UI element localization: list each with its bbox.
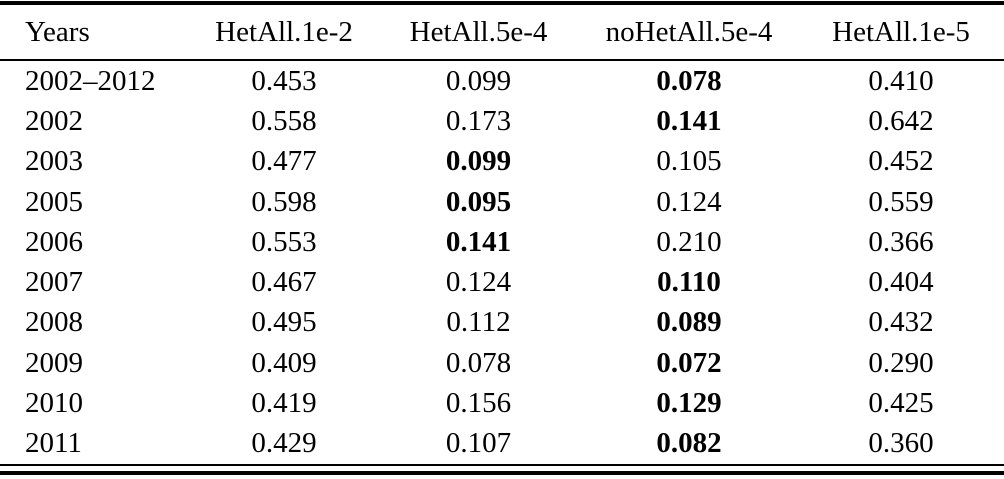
value-cell: 0.129 [656, 387, 722, 420]
value-cell: 0.099 [445, 145, 512, 178]
value-cell: 0.078 [656, 64, 722, 97]
value-cell: 0.210 [656, 225, 722, 258]
value-cell: 0.141 [445, 225, 512, 258]
value-cell: 0.598 [251, 185, 317, 218]
value-cell: 0.419 [251, 387, 317, 420]
table-bottom-thick-rule [0, 470, 1004, 475]
table-row: 2011 0.429 0.107 0.082 0.360 [0, 424, 1004, 464]
table-header-row: Years HetAll.1e-2 HetAll.5e-4 noHetAll.5… [0, 5, 1004, 61]
value-cell: 0.425 [868, 387, 934, 420]
table-row: 2002–2012 0.453 0.099 0.078 0.410 [0, 60, 1004, 101]
value-cell: 0.141 [656, 104, 722, 137]
value-cell: 0.089 [656, 306, 722, 339]
column-header-nohetall-5e-4: noHetAll.5e-4 [580, 5, 798, 61]
year-cell: 2003 [25, 145, 83, 178]
value-cell: 0.366 [868, 225, 934, 258]
table-row: 2006 0.553 0.141 0.210 0.366 [0, 222, 1004, 262]
value-cell: 0.124 [445, 266, 512, 299]
table-row: 2003 0.477 0.099 0.105 0.452 [0, 142, 1004, 182]
value-cell: 0.467 [251, 266, 317, 299]
year-cell: 2006 [25, 225, 83, 258]
value-cell: 0.112 [446, 306, 511, 339]
value-cell: 0.082 [656, 427, 722, 460]
results-table: Years HetAll.1e-2 HetAll.5e-4 noHetAll.5… [0, 5, 1004, 464]
column-header-hetall-1e-2: HetAll.1e-2 [191, 5, 377, 61]
year-cell: 2010 [25, 387, 83, 420]
value-cell: 0.410 [868, 64, 934, 97]
table-body: 2002–2012 0.453 0.099 0.078 0.410 2002 0.558 0.… [0, 60, 1004, 464]
value-cell: 0.404 [868, 266, 934, 299]
column-header-hetall-1e-5: HetAll.1e-5 [798, 5, 1004, 61]
value-cell: 0.432 [868, 306, 934, 339]
year-cell: 2009 [25, 346, 83, 379]
value-cell: 0.290 [868, 346, 934, 379]
value-cell: 0.558 [251, 104, 317, 137]
column-header-years: Years [0, 5, 191, 61]
value-cell: 0.156 [445, 387, 512, 420]
column-header-hetall-5e-4: HetAll.5e-4 [377, 5, 580, 61]
value-cell: 0.107 [445, 427, 512, 460]
table-row: 2002 0.558 0.173 0.141 0.642 [0, 101, 1004, 141]
year-cell: 2008 [25, 306, 83, 339]
value-cell: 0.559 [868, 185, 934, 218]
value-cell: 0.453 [251, 64, 317, 97]
value-cell: 0.429 [251, 427, 317, 460]
year-cell: 2011 [25, 427, 82, 460]
value-cell: 0.495 [251, 306, 317, 339]
table-row: 2007 0.467 0.124 0.110 0.404 [0, 262, 1004, 302]
value-cell: 0.452 [868, 145, 934, 178]
value-cell: 0.477 [251, 145, 317, 178]
table-row: 2009 0.409 0.078 0.072 0.290 [0, 343, 1004, 383]
value-cell: 0.553 [251, 225, 317, 258]
year-cell: 2005 [25, 185, 83, 218]
table-top-rule [0, 1, 1004, 5]
value-cell: 0.360 [868, 427, 934, 460]
value-cell: 0.078 [445, 346, 512, 379]
value-cell: 0.099 [445, 64, 512, 97]
value-cell: 0.110 [657, 266, 721, 299]
value-cell: 0.095 [445, 185, 512, 218]
table-bottom-thin-rule [0, 463, 1004, 466]
table-row: 2005 0.598 0.095 0.124 0.559 [0, 182, 1004, 222]
value-cell: 0.105 [656, 145, 722, 178]
value-cell: 0.642 [868, 104, 934, 137]
value-cell: 0.124 [656, 185, 722, 218]
year-cell: 2002 [25, 104, 83, 137]
year-cell: 2002–2012 [25, 64, 156, 97]
value-cell: 0.072 [656, 346, 722, 379]
year-cell: 2007 [25, 266, 83, 299]
table-row: 2008 0.495 0.112 0.089 0.432 [0, 303, 1004, 343]
value-cell: 0.409 [251, 346, 317, 379]
table-row: 2010 0.419 0.156 0.129 0.425 [0, 383, 1004, 423]
value-cell: 0.173 [445, 104, 512, 137]
